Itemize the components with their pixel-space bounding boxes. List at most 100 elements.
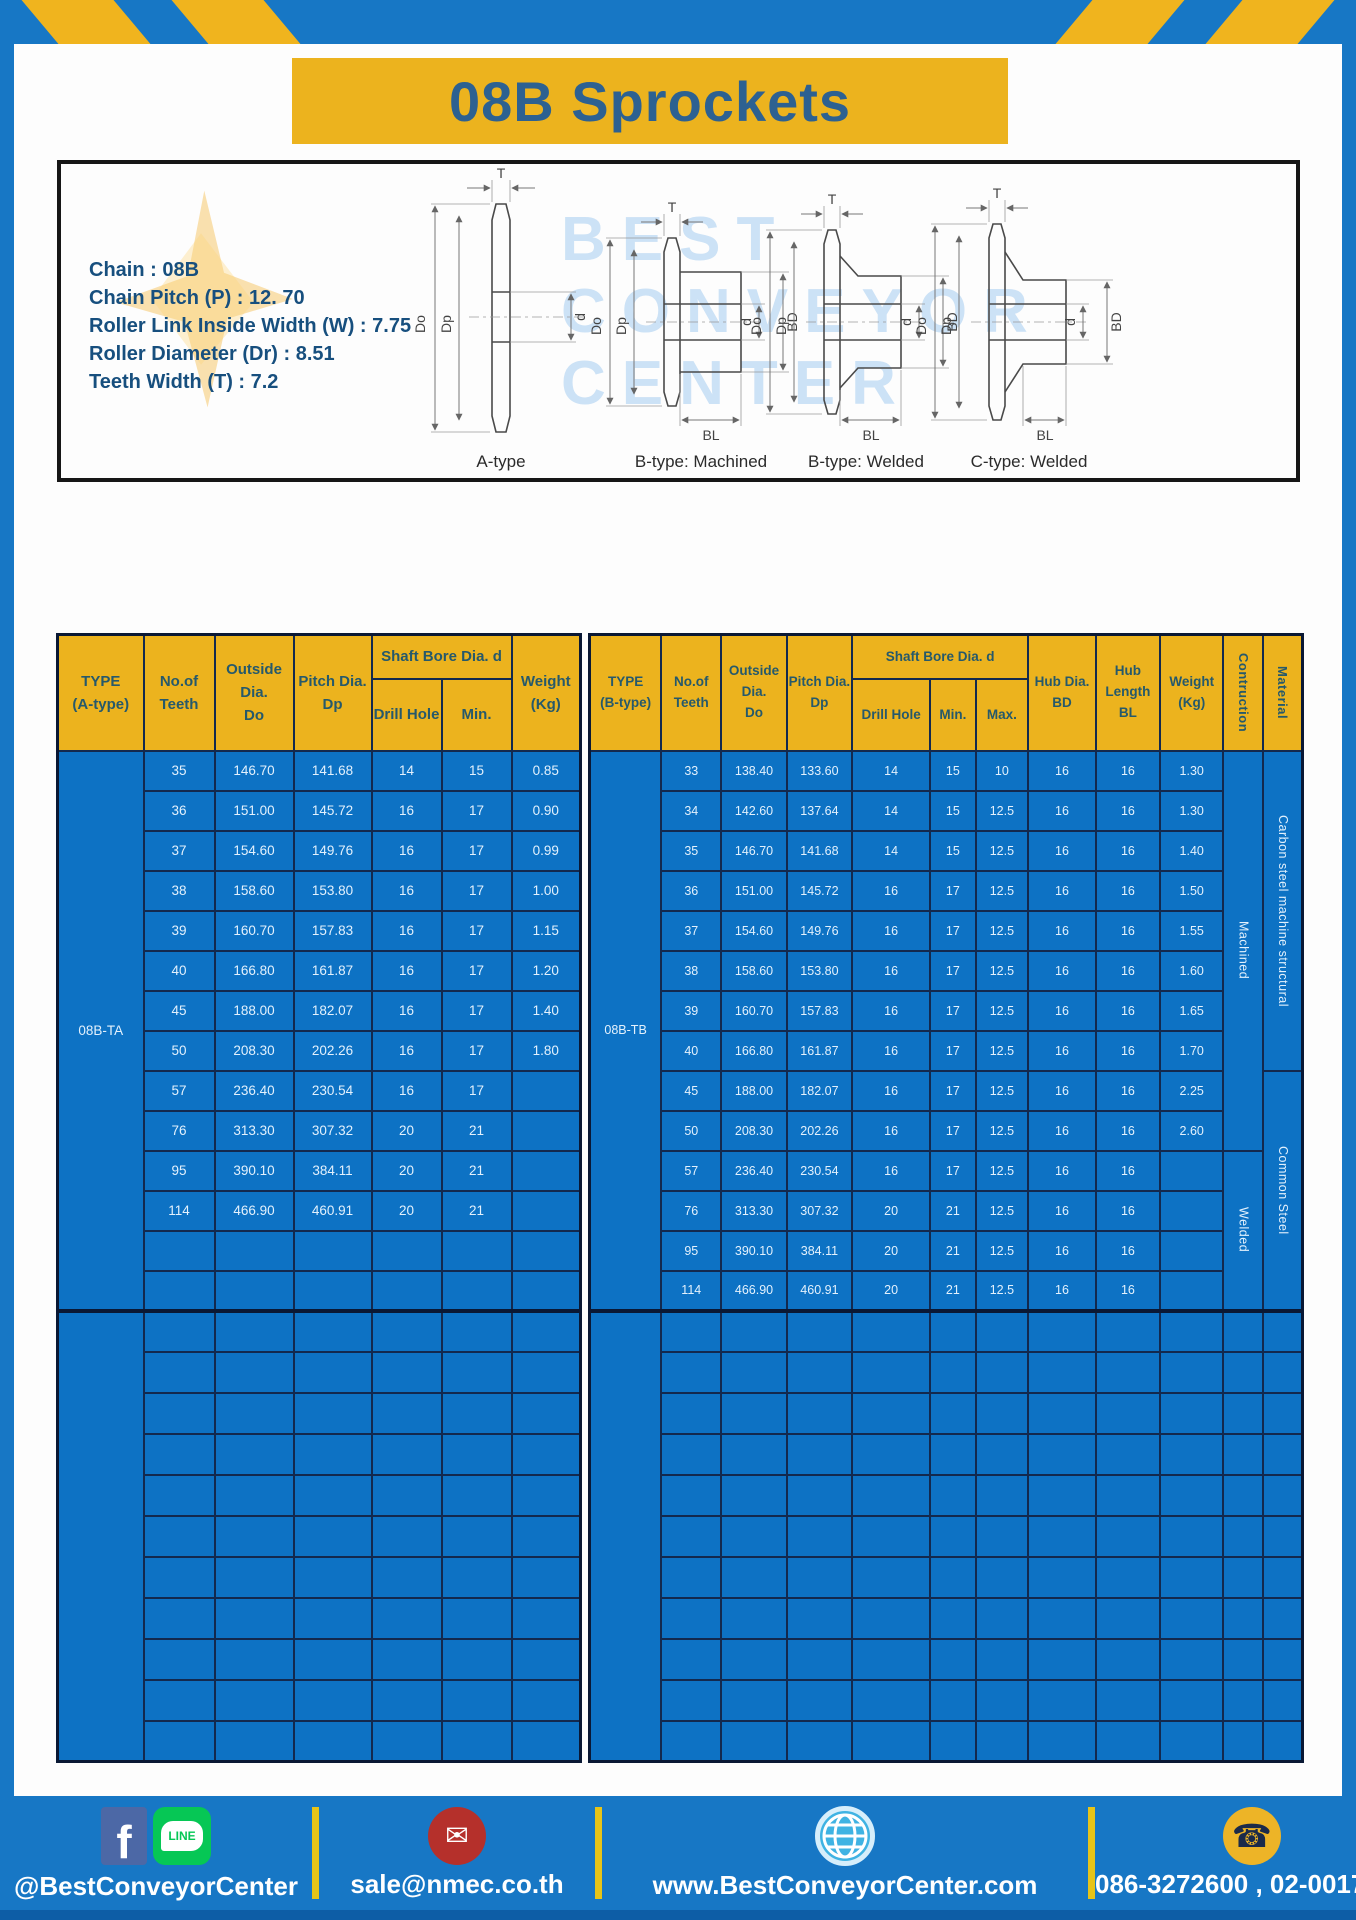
empty-row <box>590 1637 1304 1681</box>
cell-outside-dia: 313.30 <box>720 1189 788 1232</box>
cell-empty <box>851 1678 932 1722</box>
cell-empty <box>1027 1350 1097 1394</box>
cell-empty <box>1159 1555 1225 1599</box>
cell-empty <box>510 1514 582 1558</box>
cell-empty <box>1159 1514 1225 1558</box>
cell-empty <box>142 1637 216 1681</box>
phone-numbers: 086-3272600 , 02-0017766 <box>1095 1868 1356 1899</box>
empty-row <box>56 1308 582 1763</box>
top-decoration-band <box>0 0 1356 44</box>
cell-empty <box>1094 1432 1162 1476</box>
globe-icon <box>815 1805 875 1866</box>
cell-empty <box>974 1308 1030 1353</box>
cell-weight: 1.20 <box>510 949 582 992</box>
cell-max: 12.5 <box>974 989 1030 1032</box>
svg-text:BL: BL <box>862 427 879 443</box>
cell-empty <box>1027 1391 1097 1435</box>
table-row: 36 151.00 145.72 16 17 12.5 16 16 1.50 <box>590 869 1303 912</box>
cell-empty <box>974 1637 1030 1681</box>
email-icon: ✉ <box>428 1806 486 1865</box>
cell-pitch-dia: 202.26 <box>785 1109 854 1152</box>
empty-row <box>58 1555 582 1599</box>
facebook-icon: f <box>101 1806 147 1865</box>
bottom-edge <box>0 1910 1356 1920</box>
cell-empty <box>510 1308 582 1353</box>
cell-empty <box>213 1514 295 1558</box>
table-row: 45 188.00 182.07 16 17 1.40 <box>58 989 582 1032</box>
cell-weight: 2.60 <box>1159 1109 1225 1152</box>
cell-empty <box>370 1514 443 1558</box>
cell-weight: 1.60 <box>1159 949 1225 992</box>
cell-drill-hole: 20 <box>851 1189 932 1232</box>
table-row: 38 158.60 153.80 16 17 1.00 <box>58 869 582 912</box>
cell-max: 12.5 <box>974 1149 1030 1192</box>
cell-teeth: 45 <box>142 989 216 1032</box>
cell-teeth: 40 <box>660 1029 723 1072</box>
cell-teeth: 39 <box>142 909 216 952</box>
cell-teeth: 37 <box>660 909 723 952</box>
cell-empty <box>440 1678 513 1722</box>
cell-min <box>440 1269 513 1312</box>
cell-empty <box>213 1350 295 1394</box>
cell-teeth: 35 <box>660 829 723 872</box>
cell-min: 21 <box>929 1269 977 1312</box>
cell-empty <box>213 1432 295 1476</box>
cell-teeth <box>142 1269 216 1312</box>
cell-empty <box>292 1719 373 1763</box>
cell-pitch-dia: 153.80 <box>292 869 373 912</box>
cell-max: 12.5 <box>974 829 1030 872</box>
cell-outside-dia: 236.40 <box>213 1069 295 1112</box>
empty-row <box>590 1678 1304 1722</box>
cell-empty <box>213 1596 295 1640</box>
footer-divider <box>312 1807 319 1899</box>
header-outside-dia: Outside Dia. Do <box>720 633 788 752</box>
cell-empty <box>720 1350 788 1394</box>
cell-min: 17 <box>929 909 977 952</box>
type-cell-empty <box>588 1308 663 1763</box>
cell-empty <box>1222 1555 1265 1599</box>
cell-min: 17 <box>440 829 513 872</box>
cell-empty <box>440 1473 513 1517</box>
cell-teeth: 57 <box>660 1149 723 1192</box>
cell-pitch-dia: 141.68 <box>785 829 854 872</box>
svg-text:d: d <box>1062 318 1078 326</box>
cell-empty <box>929 1432 977 1476</box>
header-pitch-dia: Pitch Dia. Dp <box>292 633 373 752</box>
cell-empty <box>974 1596 1030 1640</box>
cell-drill-hole: 16 <box>370 949 443 992</box>
svg-text:BL: BL <box>702 427 719 443</box>
cell-empty <box>929 1391 977 1435</box>
cell-empty <box>370 1432 443 1476</box>
svg-text:Do: Do <box>588 317 604 335</box>
caption-a-type: A-type <box>476 452 526 471</box>
cell-empty <box>1027 1637 1097 1681</box>
empty-row <box>58 1514 582 1558</box>
cell-empty <box>1222 1678 1265 1722</box>
table-row: 39 160.70 157.83 16 17 12.5 16 16 1.65 <box>590 989 1303 1032</box>
cell-drill-hole: 16 <box>851 989 932 1032</box>
cell-drill-hole: 16 <box>370 909 443 952</box>
cell-pitch-dia: 161.87 <box>292 949 373 992</box>
email-address: sale@nmec.co.th <box>350 1868 564 1899</box>
caption-b-machined: B-type: Machined <box>634 452 768 471</box>
cell-outside-dia <box>213 1269 295 1312</box>
cell-pitch-dia: 230.54 <box>785 1149 854 1192</box>
cell-outside-dia: 208.30 <box>720 1109 788 1152</box>
table-row: 95 390.10 384.11 20 21 12.5 16 16 <box>590 1229 1303 1272</box>
cell-empty <box>660 1473 723 1517</box>
cell-empty <box>213 1473 295 1517</box>
cell-hub-dia: 16 <box>1027 1269 1097 1312</box>
table-row: 45 188.00 182.07 16 17 12.5 16 16 2.25 Common Ste… <box>590 1069 1304 1312</box>
cell-teeth: 57 <box>142 1069 216 1112</box>
cell-weight <box>1159 1189 1225 1232</box>
cell-drill-hole: 14 <box>851 789 932 832</box>
cell-empty <box>510 1678 582 1722</box>
header-type: TYPE (B-type) <box>588 633 663 752</box>
cell-outside-dia: 313.30 <box>213 1109 295 1152</box>
cell-empty <box>1222 1432 1265 1476</box>
cell-empty <box>974 1555 1030 1599</box>
cell-pitch-dia <box>292 1229 373 1272</box>
cell-drill-hole: 16 <box>851 869 932 912</box>
cell-pitch-dia: 182.07 <box>785 1069 854 1112</box>
website-url: www.BestConveyorCenter.com <box>652 1869 1038 1900</box>
